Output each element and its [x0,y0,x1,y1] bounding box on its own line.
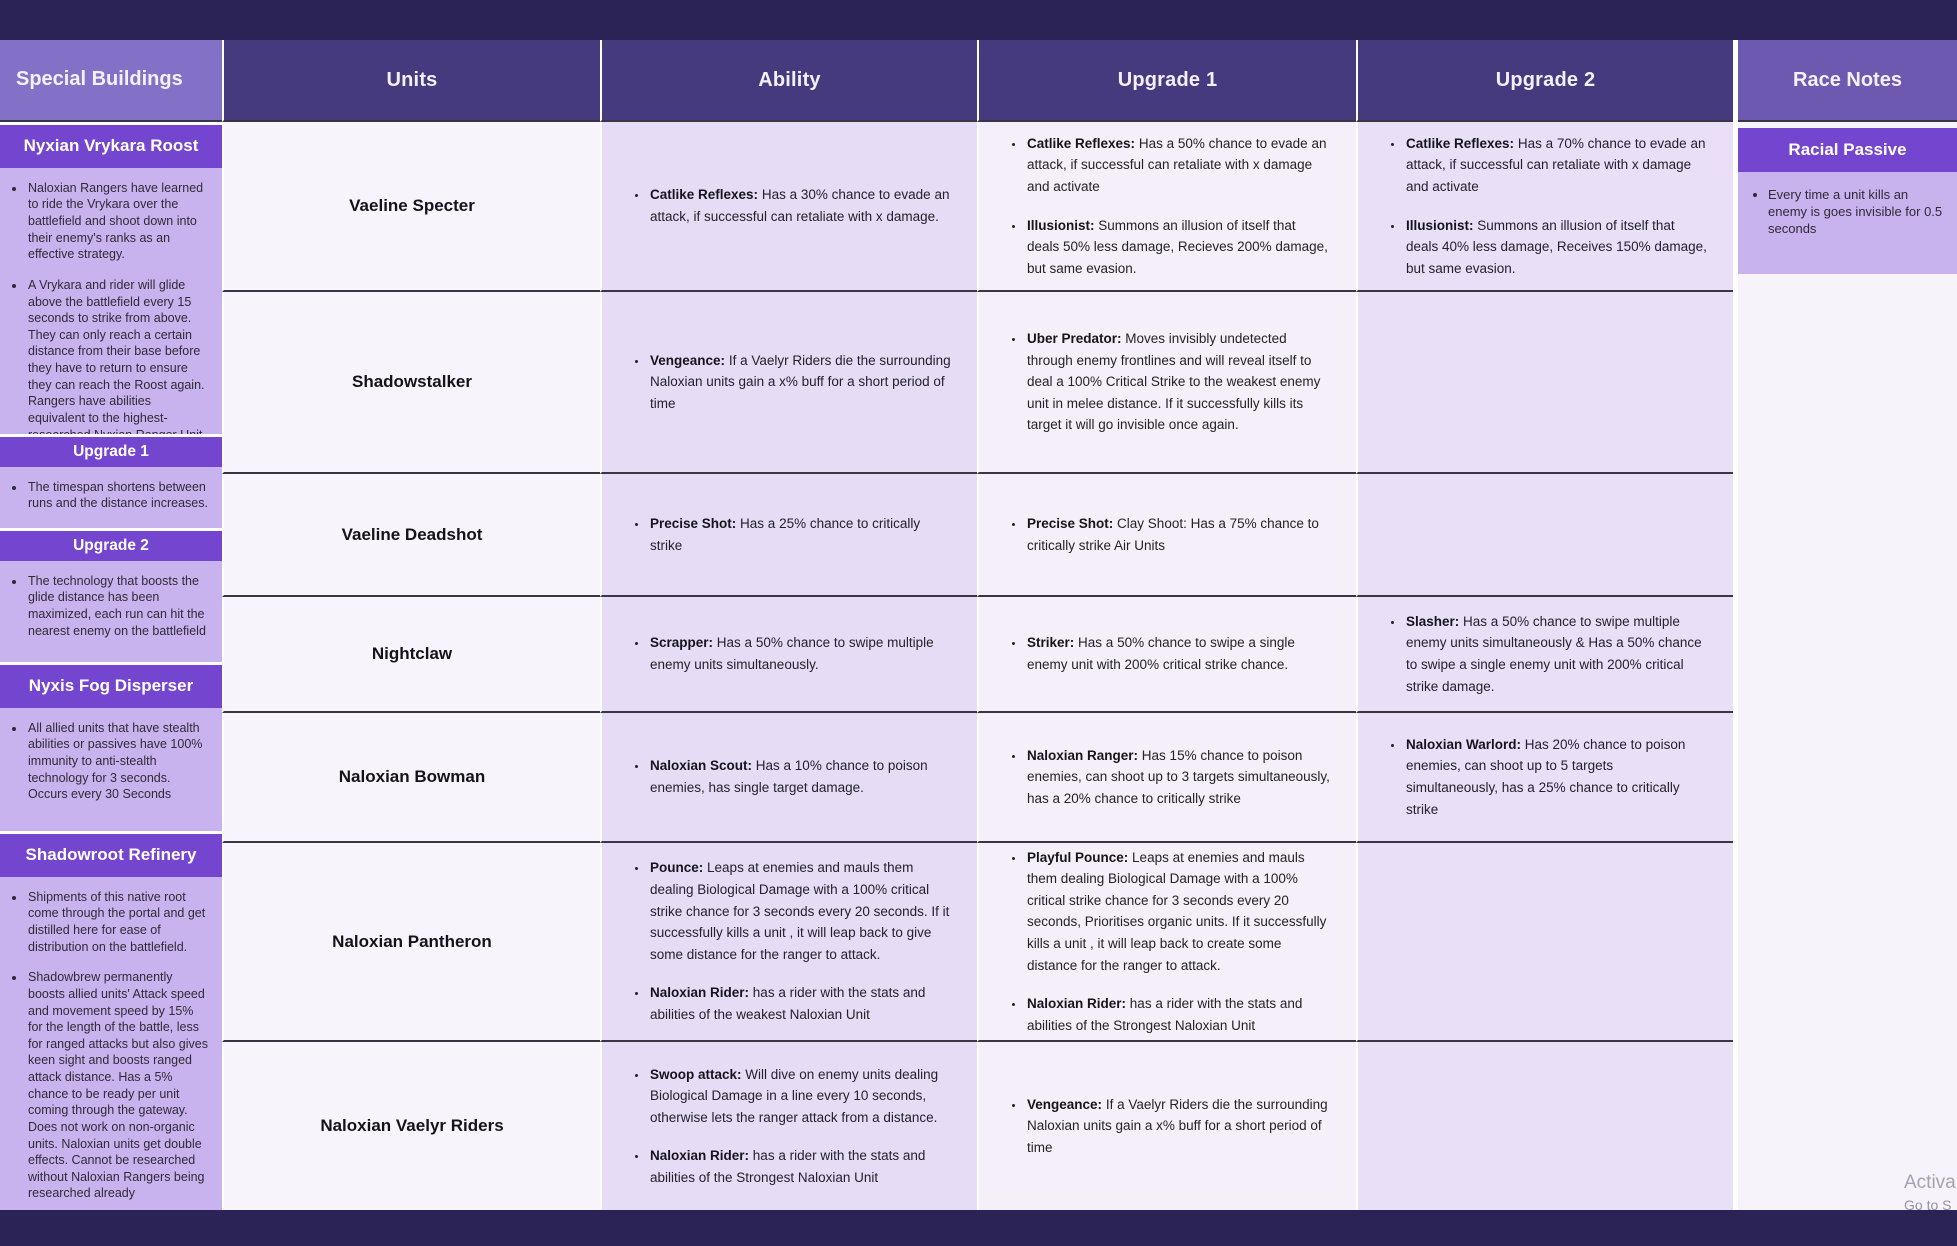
ability-cell: Scrapper: Has a 50% chance to swipe mult… [600,597,977,713]
race-notes-column: Race Notes Racial Passive Every time a u… [1733,40,1957,1210]
column-header-upgrade-2: Upgrade 2 [1356,40,1733,122]
unit-name-cell: Vaeline Deadshot [222,474,600,597]
upgrade1-cell: Striker: Has a 50% chance to swipe a sin… [977,597,1356,713]
upgrade1-cell: Vengeance: If a Vaelyr Riders die the su… [977,1042,1356,1210]
upgrade2-cell: Naloxian Warlord: Has 20% chance to pois… [1356,713,1733,843]
unit-name-cell: Nightclaw [222,597,600,713]
upgrade-bullet: Naloxian Warlord: Has 20% chance to pois… [1404,734,1707,820]
upgrade2-cell: Catlike Reflexes: Has a 70% chance to ev… [1356,122,1733,292]
upgrade-bullet: Striker: Has a 50% chance to swipe a sin… [1025,632,1330,675]
upgrade2-cell-empty [1356,292,1733,474]
special-buildings-header: Special Buildings [0,40,222,122]
unit-name-cell: Naloxian Vaelyr Riders [222,1042,600,1210]
unit-name-cell: Shadowstalker [222,292,600,474]
column-header-ability: Ability [600,40,977,122]
ability-cell: Swoop attack: Will dive on enemy units d… [600,1042,977,1210]
unit-name-cell: Naloxian Bowman [222,713,600,843]
upgrade-bullet: Illusionist: Summons an illusion of itse… [1404,215,1707,280]
upgrade-bullet: Slasher: Has a 50% chance to swipe multi… [1404,611,1707,697]
upgrade2-cell-empty [1356,474,1733,597]
column-header-units: Units [222,40,600,122]
ability-bullet: Precise Shot: Has a 25% chance to critic… [648,513,951,556]
units-table: Units Ability Upgrade 1 Upgrade 2 Vaelin… [222,40,1733,1210]
section-body: All allied units that have stealth abili… [0,707,222,831]
upgrade1-cell: Precise Shot: Clay Shoot: Has a 75% chan… [977,474,1356,597]
upgrade-bullet: Catlike Reflexes: Has a 50% chance to ev… [1025,133,1330,198]
ability-bullet: Swoop attack: Will dive on enemy units d… [648,1064,951,1129]
ability-bullet: Naloxian Rider: has a rider with the sta… [648,982,951,1025]
ability-bullet: Scrapper: Has a 50% chance to swipe mult… [648,632,951,675]
upgrade-bullet: Naloxian Rider: has a rider with the sta… [1025,993,1330,1036]
section-body: Shipments of this native root come throu… [0,876,222,1210]
race-notes-header: Race Notes [1738,40,1957,122]
section-heading-upgrade-1: Upgrade 1 [0,433,222,467]
sidebar-bullet: The technology that boosts the glide dis… [26,573,210,640]
sidebar-bullet: Shipments of this native root come throu… [26,889,210,956]
sidebar-bullet: All allied units that have stealth abili… [26,720,210,803]
section-body: Naloxian Rangers have learned to ride th… [0,167,222,442]
upgrade-bullet: Uber Predator: Moves invisibly undetecte… [1025,328,1330,436]
upgrade-bullet: Catlike Reflexes: Has a 70% chance to ev… [1404,133,1707,198]
ability-bullet: Naloxian Scout: Has a 10% chance to pois… [648,755,951,798]
bottom-window-bar [0,1210,1957,1246]
ability-bullet: Pounce: Leaps at enemies and mauls them … [648,857,951,965]
top-window-bar [0,0,1957,40]
ability-cell: Vengeance: If a Vaelyr Riders die the su… [600,292,977,474]
upgrade2-cell-empty [1356,1042,1733,1210]
section-heading-nyxian-vrykara-roost: Nyxian Vrykara Roost [0,121,222,168]
upgrade-bullet: Precise Shot: Clay Shoot: Has a 75% chan… [1025,513,1330,556]
section-body: The technology that boosts the glide dis… [0,560,222,662]
ability-cell: Pounce: Leaps at enemies and mauls them … [600,843,977,1042]
section-heading-racial-passive: Racial Passive [1738,128,1957,172]
upgrade1-cell: Naloxian Ranger: Has 15% chance to poiso… [977,713,1356,843]
section-heading-upgrade-2: Upgrade 2 [0,527,222,561]
upgrade-bullet: Vengeance: If a Vaelyr Riders die the su… [1025,1094,1330,1159]
upgrade1-cell: Catlike Reflexes: Has a 50% chance to ev… [977,122,1356,292]
column-header-upgrade-1: Upgrade 1 [977,40,1356,122]
ability-bullet: Vengeance: If a Vaelyr Riders die the su… [648,350,951,415]
race-note-bullet: Every time a unit kills an enemy is goes… [1768,186,1945,237]
special-buildings-column: Special Buildings Nyxian Vrykara Roost N… [0,40,222,1210]
upgrade2-cell: Slasher: Has a 50% chance to swipe multi… [1356,597,1733,713]
unit-name-cell: Naloxian Pantheron [222,843,600,1042]
ability-cell: Catlike Reflexes: Has a 30% chance to ev… [600,122,977,292]
ability-bullet: Naloxian Rider: has a rider with the sta… [648,1145,951,1188]
upgrade-bullet: Naloxian Ranger: Has 15% chance to poiso… [1025,745,1330,810]
ability-bullet: Catlike Reflexes: Has a 30% chance to ev… [648,184,951,227]
sidebar-bullet: Shadowbrew permanently boosts allied uni… [26,969,210,1202]
sidebar-bullet: Naloxian Rangers have learned to ride th… [26,180,210,263]
unit-name-cell: Vaeline Specter [222,122,600,292]
upgrade-bullet: Illusionist: Summons an illusion of itse… [1025,215,1330,280]
upgrade1-cell: Uber Predator: Moves invisibly undetecte… [977,292,1356,474]
upgrade1-cell: Playful Pounce: Leaps at enemies and mau… [977,843,1356,1042]
ability-cell: Precise Shot: Has a 25% chance to critic… [600,474,977,597]
section-heading-nyxis-fog-disperser: Nyxis Fog Disperser [0,661,222,708]
upgrade-bullet: Playful Pounce: Leaps at enemies and mau… [1025,847,1330,977]
sidebar-bullet: The timespan shortens between runs and t… [26,479,210,512]
sidebar-bullet: A Vrykara and rider will glide above the… [26,277,210,443]
racial-passive-body: Every time a unit kills an enemy is goes… [1738,172,1957,274]
section-body: The timespan shortens between runs and t… [0,466,222,528]
section-heading-shadowroot-refinery: Shadowroot Refinery [0,830,222,877]
upgrade2-cell-empty [1356,843,1733,1042]
ability-cell: Naloxian Scout: Has a 10% chance to pois… [600,713,977,843]
